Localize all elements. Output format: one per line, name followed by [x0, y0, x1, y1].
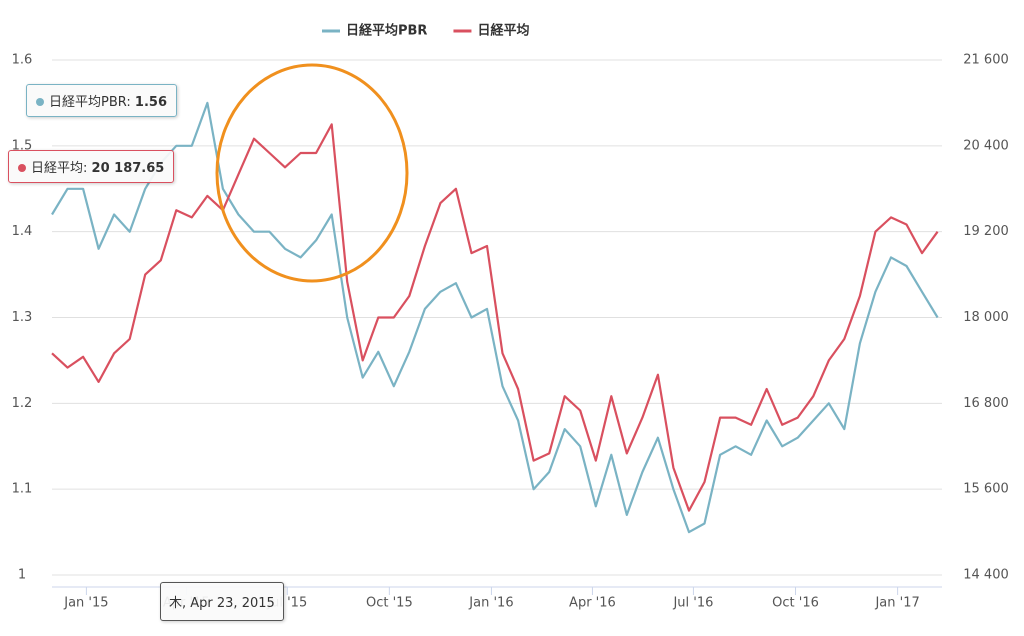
y-tick-label: 1.1 [12, 482, 33, 497]
x-tick-label: Jul '16 [672, 596, 713, 611]
tooltip-label: 日経平均PBR: [49, 95, 131, 110]
tooltip-pbr: 日経平均PBR: 1.56 [26, 84, 177, 117]
y2-tick-label: 16 800 [963, 396, 1009, 411]
legend-label: 日経平均 [477, 23, 529, 39]
tooltip-dot [36, 98, 44, 106]
y2-tick-label: 19 200 [963, 224, 1009, 239]
tooltip-nikkei: 日経平均: 20 187.65 [8, 150, 175, 183]
y-tick-label: 1.5 [12, 138, 33, 153]
y2-tick-label: 21 600 [963, 53, 1009, 68]
x-tick-label: Jan '17 [874, 596, 919, 611]
y2-tick-label: 18 000 [963, 310, 1009, 325]
series-line [51, 101, 939, 534]
y-tick-label: 1 [18, 568, 26, 583]
x-tick-label: Oct '15 [366, 596, 413, 611]
y-tick-label: 1.6 [12, 53, 33, 68]
x-tick-label: Jan '16 [468, 596, 513, 611]
y2-tick-label: 14 400 [963, 568, 1009, 583]
legend-item[interactable]: 日経平均PBR [322, 23, 427, 39]
series-line [51, 123, 939, 512]
tooltip-dot [18, 164, 26, 172]
tooltip-date-text: 木, Apr 23, 2015 [169, 596, 275, 611]
y2-tick-label: 20 400 [963, 138, 1009, 153]
y-tick-label: 1.4 [12, 224, 33, 239]
y-tick-label: 1.3 [12, 310, 33, 325]
tooltip-value: 1.56 [134, 95, 167, 110]
tooltip-label: 日経平均: [31, 161, 88, 176]
legend-label: 日経平均PBR [346, 23, 427, 39]
x-tick-label: Oct '16 [772, 596, 819, 611]
annotation-circle [215, 63, 409, 283]
x-tick-label: Apr '16 [569, 596, 616, 611]
x-tick-label: Jan '15 [63, 596, 108, 611]
tooltip-date: 木, Apr 23, 2015 [160, 582, 284, 621]
y2-tick-label: 15 600 [963, 482, 1009, 497]
tooltip-value: 20 187.65 [91, 161, 165, 176]
y-tick-label: 1.2 [12, 396, 33, 411]
legend-item[interactable]: 日経平均 [453, 23, 529, 39]
